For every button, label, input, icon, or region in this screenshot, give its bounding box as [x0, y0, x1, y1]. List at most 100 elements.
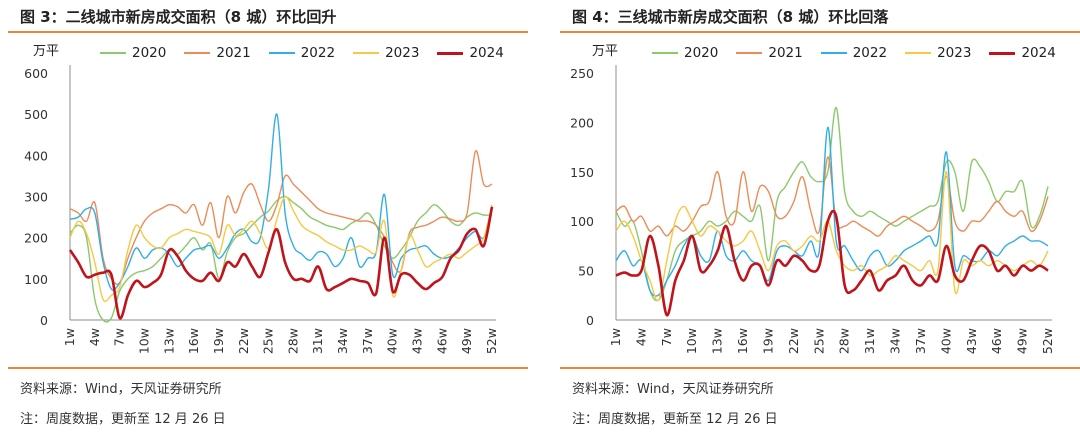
x-tick-label: 13w [161, 328, 176, 354]
legend-item-2024: 2024 [989, 45, 1056, 61]
series-line-2020 [69, 195, 493, 323]
chart-legend: 2020 2021 2022 2023 2024 [652, 45, 1056, 61]
x-tick-label: 4w [633, 328, 648, 346]
chart-title: 图 4：三线城市新房成交面积（8 城）环比回落 [572, 8, 889, 26]
update-note: 注：周度数据，更新至 12 月 26 日 [20, 412, 226, 427]
legend-label: 2023 [385, 45, 420, 61]
x-tick-label: 40w [385, 328, 400, 354]
legend-swatch [100, 52, 126, 54]
x-tick-label: 46w [434, 328, 449, 354]
x-tick-label: 43w [410, 328, 425, 354]
legend-label: 2023 [937, 45, 972, 61]
x-tick-label: 19w [211, 328, 226, 354]
legend-label: 2022 [852, 45, 888, 61]
y-axis-unit: 万平 [33, 44, 60, 59]
title-rule [8, 31, 528, 33]
legend-swatch [184, 52, 211, 54]
y-axis-unit: 万平 [592, 44, 619, 59]
y-tick-label: 0 [40, 313, 48, 328]
x-tick-label: 13w [710, 328, 725, 354]
y-tick-label: 50 [578, 264, 594, 279]
chart-title: 图 3：二线城市新房成交面积（8 城）环比回升 [20, 8, 337, 26]
x-tick-label: 4w [87, 328, 102, 346]
x-tick-label: 1w [608, 328, 623, 346]
y-tick-label: 100 [570, 214, 594, 229]
source-note: 资料来源：Wind，天风证券研究所 [572, 382, 774, 397]
x-tick-label: 28w [837, 328, 852, 354]
y-tick-label: 100 [24, 272, 48, 287]
x-tick-label: 31w [862, 328, 877, 354]
x-tick-label: 52w [484, 328, 499, 354]
legend-swatch [736, 52, 763, 54]
x-tick-label: 52w [1040, 328, 1055, 354]
legend-swatch [652, 52, 678, 54]
line-chart-plot: 0 50 100 150 200 250 1w 4w 7w 10w 13w 16w 19w 22w 25w 2… [570, 65, 1055, 354]
y-tick-label: 600 [24, 66, 48, 81]
x-tick-label: 25w [811, 328, 826, 354]
legend-label: 2024 [1021, 45, 1056, 61]
legend-item-2023: 2023 [353, 45, 419, 61]
update-note: 注：周度数据，更新至 12 月 26 日 [572, 412, 778, 427]
legend-label: 2020 [132, 45, 167, 61]
x-tick-label: 37w [913, 328, 928, 354]
legend-item-2020: 2020 [652, 45, 718, 61]
source-rule [560, 367, 1080, 369]
legend-swatch [820, 52, 847, 54]
x-tick-label: 43w [964, 328, 979, 354]
x-tick-label: 22w [786, 328, 801, 354]
legend-swatch [437, 51, 464, 55]
x-tick-label: 22w [236, 328, 251, 354]
legend-label: 2022 [300, 45, 336, 61]
legend-label: 2021 [768, 45, 803, 61]
legend-swatch [989, 51, 1016, 55]
series-line-2024 [615, 209, 1049, 317]
series-line-2022 [69, 113, 493, 291]
legend-item-2023: 2023 [905, 45, 971, 61]
x-tick-label: 25w [261, 328, 276, 354]
chart-legend: 2020 2021 2022 2023 2024 [100, 45, 504, 61]
legend-label: 2021 [216, 45, 251, 61]
y-tick-label: 150 [570, 165, 594, 180]
legend-item-2021: 2021 [736, 45, 803, 61]
x-tick-label: 19w [760, 328, 775, 354]
series-line-2023 [615, 171, 1049, 302]
x-tick-label: 16w [186, 328, 201, 354]
x-tick-label: 40w [938, 328, 953, 354]
legend-label: 2024 [469, 45, 504, 61]
title-rule [560, 31, 1080, 33]
legend-item-2022: 2022 [820, 45, 888, 61]
y-tick-label: 200 [24, 231, 48, 246]
y-tick-label: 400 [24, 148, 48, 163]
y-tick-label: 200 [570, 115, 594, 130]
y-tick-label: 300 [24, 190, 48, 205]
legend-swatch [353, 52, 380, 54]
line-chart-plot: 0 100 200 300 400 500 600 1w 4w 7w 10w 13w 16w 19w 22w… [24, 65, 499, 354]
y-tick-label: 0 [586, 313, 594, 328]
legend-item-2020: 2020 [100, 45, 166, 61]
source-rule [8, 367, 528, 369]
x-tick-label: 31w [310, 328, 325, 354]
x-tick-label: 46w [989, 328, 1004, 354]
x-tick-label: 28w [285, 328, 300, 354]
legend-item-2024: 2024 [437, 45, 504, 61]
legend-item-2021: 2021 [184, 45, 251, 61]
x-tick-label: 37w [360, 328, 375, 354]
series-line-2020 [615, 106, 1049, 302]
series-line-2023 [69, 195, 493, 303]
chart-panel-right: 图 4：三线城市新房成交面积（8 城）环比回落 万平 2020 2021 202… [552, 0, 1080, 432]
x-tick-label: 10w [136, 328, 151, 354]
legend-swatch [905, 52, 932, 54]
series-line-2021 [69, 150, 493, 286]
x-tick-label: 7w [112, 328, 127, 346]
x-tick-label: 7w [659, 328, 674, 346]
y-tick-label: 250 [570, 66, 594, 81]
x-tick-label: 16w [735, 328, 750, 354]
legend-item-2022: 2022 [268, 45, 336, 61]
x-tick-label: 34w [335, 328, 350, 354]
source-note: 资料来源：Wind，天风证券研究所 [20, 382, 222, 397]
x-tick-label: 49w [1015, 328, 1030, 354]
x-tick-label: 10w [684, 328, 699, 354]
x-tick-label: 49w [459, 328, 474, 354]
legend-label: 2020 [684, 45, 719, 61]
